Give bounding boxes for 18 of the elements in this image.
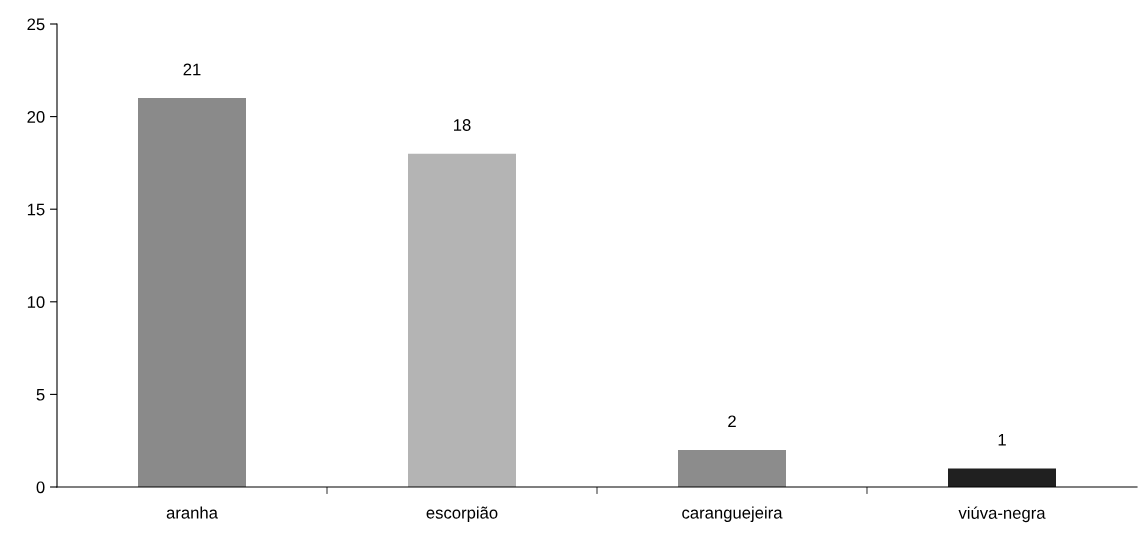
bar — [678, 449, 786, 487]
y-tick-label: 5 — [36, 388, 45, 401]
y-tick-label: 10 — [27, 296, 45, 308]
x-tick-label: caranguejeira — [682, 506, 783, 522]
y-tick-label: 20 — [27, 111, 45, 123]
x-tick-label: aranha — [166, 506, 218, 519]
data-label: 2 — [728, 415, 736, 428]
bar — [408, 153, 516, 487]
data-label: 21 — [183, 63, 201, 76]
x-tick-label: viúva-negra — [958, 506, 1046, 523]
data-label: 18 — [454, 119, 471, 131]
y-tick-label: 15 — [27, 203, 45, 216]
data-label: 1 — [998, 434, 1006, 446]
bar — [948, 468, 1056, 487]
bar — [138, 98, 246, 487]
y-tick-label: 0 — [36, 481, 45, 494]
x-tick-label: escorpião — [426, 506, 498, 522]
y-tick-label: 25 — [27, 18, 45, 31]
